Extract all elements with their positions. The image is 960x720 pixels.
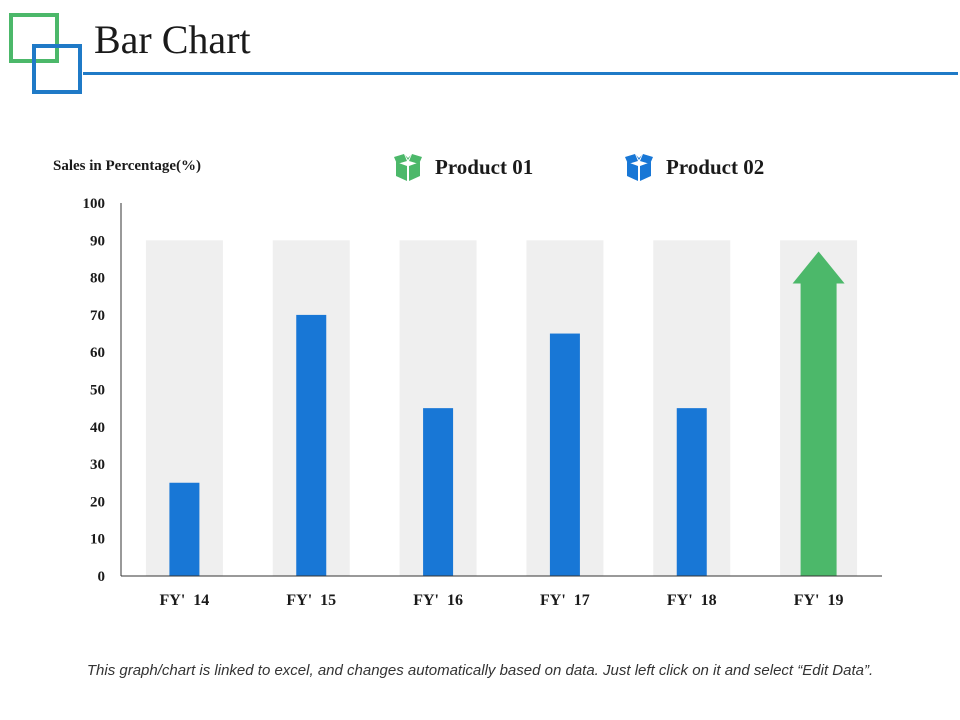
value-bar	[549, 333, 580, 576]
footnote: This graph/chart is linked to excel, and…	[86, 662, 874, 679]
y-tick-label: 50	[90, 383, 105, 399]
y-tick-label: 0	[98, 569, 106, 585]
y-tick-label: 90	[90, 233, 105, 249]
logo-blue-square	[32, 44, 82, 94]
legend-label: Product 02	[666, 154, 765, 179]
open-box-icon	[625, 154, 653, 181]
y-tick-label: 30	[90, 457, 105, 473]
y-tick-label: 20	[90, 494, 105, 510]
y-tick-label: 80	[90, 271, 105, 287]
y-tick-label: 10	[90, 532, 105, 548]
x-tick-label: FY' 14	[160, 592, 210, 609]
growth-arrow-bar	[792, 251, 845, 577]
legend-item-product-01: Product 01	[393, 150, 533, 184]
x-tick-label: FY' 16	[413, 592, 463, 609]
x-tick-label: FY' 19	[794, 592, 844, 609]
x-tick-label: FY' 15	[286, 592, 336, 609]
x-tick-label: FY' 17	[540, 592, 590, 609]
y-tick-label: 70	[90, 308, 105, 324]
open-box-icon	[394, 154, 422, 181]
value-bar	[169, 482, 200, 576]
x-tick-label: FY' 18	[667, 592, 717, 609]
title-logo	[9, 13, 82, 94]
y-tick-label: 100	[83, 196, 106, 212]
page-title: Bar Chart	[94, 17, 251, 62]
value-bar	[296, 314, 327, 576]
title-underline	[83, 72, 958, 75]
legend-label: Product 01	[435, 154, 534, 179]
y-tick-label: 40	[90, 420, 105, 436]
y-tick-label: 60	[90, 345, 105, 361]
value-bar	[676, 408, 707, 576]
value-bar	[423, 408, 454, 576]
legend-item-product-02: Product 02	[624, 150, 764, 184]
y-axis-label: Sales in Percentage(%)	[53, 158, 202, 174]
